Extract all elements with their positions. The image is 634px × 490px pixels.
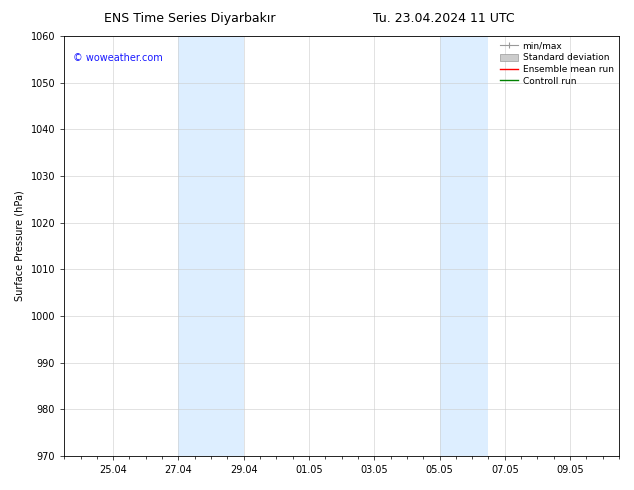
Y-axis label: Surface Pressure (hPa): Surface Pressure (hPa) [15, 191, 25, 301]
Legend: min/max, Standard deviation, Ensemble mean run, Controll run: min/max, Standard deviation, Ensemble me… [496, 38, 617, 89]
Bar [178, 36, 243, 456]
Bar [439, 36, 488, 456]
Text: © woweather.com: © woweather.com [72, 53, 162, 63]
Text: ENS Time Series Diyarbakır: ENS Time Series Diyarbakır [105, 12, 276, 25]
Text: Tu. 23.04.2024 11 UTC: Tu. 23.04.2024 11 UTC [373, 12, 515, 25]
